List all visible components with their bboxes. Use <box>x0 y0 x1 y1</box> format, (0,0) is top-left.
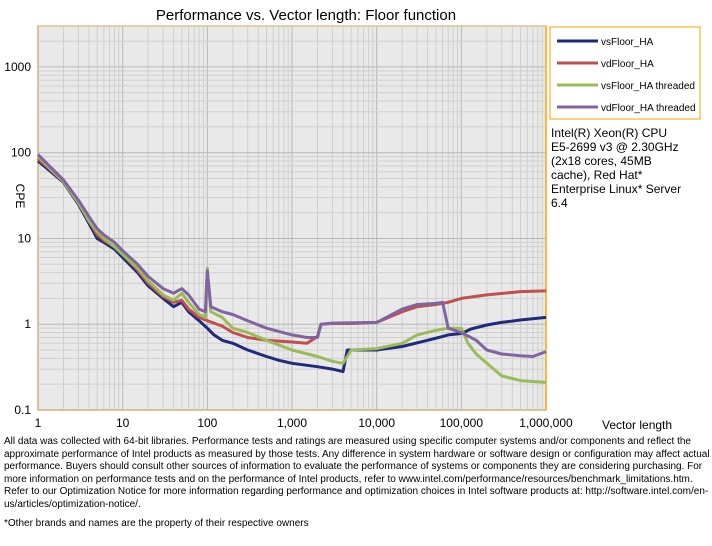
legend-label: vdFloor_HA threaded <box>601 103 696 114</box>
y-tick-label: 0.1 <box>14 403 31 417</box>
chart-title: Performance vs. Vector length: Floor fun… <box>156 7 456 24</box>
legend-label: vdFloor_HA <box>601 59 654 70</box>
chart: Performance vs. Vector length: Floor fun… <box>4 7 701 432</box>
grid-lines <box>37 25 546 411</box>
series-line-1 <box>37 159 547 374</box>
y-tick-label: 1000 <box>4 60 31 74</box>
legend-label: vsFloor_HA threaded <box>601 81 695 92</box>
y-tick-label: 1 <box>24 317 31 331</box>
x-axis-label: Vector length <box>602 418 672 432</box>
y-tick-label: 100 <box>11 146 31 160</box>
x-tick-label: 10 <box>116 416 130 430</box>
series-group <box>36 153 547 384</box>
x-tick-label: 100,000 <box>440 416 484 430</box>
legend-label: vsFloor_HA <box>601 37 654 48</box>
x-tick-label: 1,000,000 <box>519 416 573 430</box>
disclaimer-footnote: All data was collected with 64-bit libra… <box>4 436 710 510</box>
x-axis-ticks: 1 10 100 1,000 10,000 100,000 1,000,000 <box>35 416 573 430</box>
legend-entries: vsFloor_HA vdFloor_HA vsFloor_HA threaded v… <box>557 37 696 114</box>
x-tick-label: 10,000 <box>358 416 395 430</box>
x-tick-label: 1,000 <box>277 416 307 430</box>
system-annotation: Intel(R) Xeon(R) CPU E5-2699 v3 @ 2.30GHz… <box>551 126 681 210</box>
y-tick-label: 10 <box>18 231 32 245</box>
x-tick-label: 1 <box>35 416 42 430</box>
x-tick-label: 100 <box>197 416 217 430</box>
y-axis-ticks: 0.1 1 10 100 1000 <box>4 60 31 417</box>
series-line-4 <box>36 153 547 358</box>
series-line-3 <box>36 155 547 384</box>
trademark-note: *Other brands and names are the property… <box>4 518 309 529</box>
y-axis-label: CPE <box>13 184 27 209</box>
